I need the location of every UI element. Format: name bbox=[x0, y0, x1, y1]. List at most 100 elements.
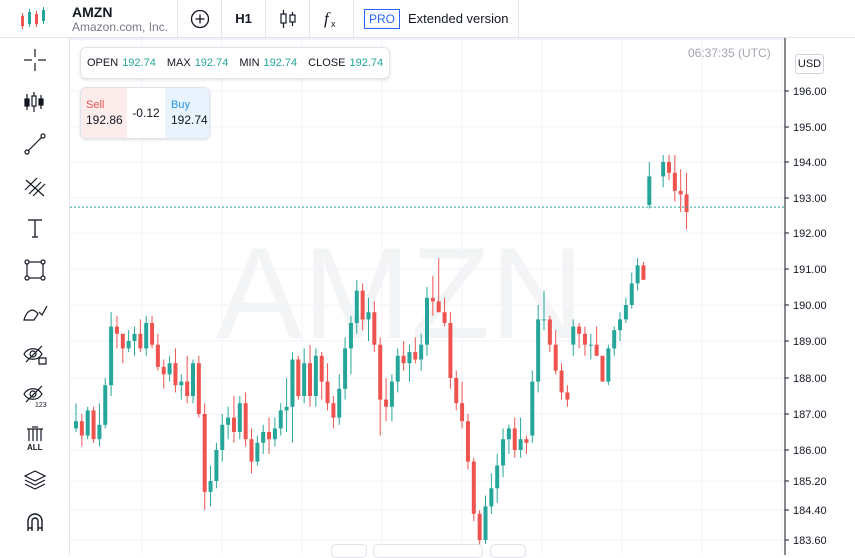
scroll-right-button[interactable] bbox=[490, 544, 526, 558]
candle-body bbox=[97, 424, 102, 440]
price-axis[interactable]: 196.00 195.00 194.00 193.00 192.00 191.00 190.… bbox=[784, 38, 855, 555]
candle-body bbox=[483, 506, 488, 540]
zoom-controls[interactable] bbox=[373, 544, 483, 558]
text-icon bbox=[28, 219, 42, 238]
candle-body bbox=[313, 355, 318, 396]
currency-button[interactable]: USD bbox=[795, 54, 824, 74]
open-value: 192.74 bbox=[122, 57, 156, 69]
brush-tool[interactable] bbox=[0, 291, 70, 333]
add-symbol-button[interactable] bbox=[178, 0, 222, 37]
candle-body bbox=[208, 481, 213, 492]
candle-body bbox=[518, 439, 523, 450]
candle-body bbox=[272, 428, 277, 440]
candle-body bbox=[191, 363, 195, 396]
candle-body bbox=[138, 333, 143, 349]
price-tick-label: 195.00 bbox=[793, 122, 827, 134]
hide-drawings-icon bbox=[23, 345, 47, 365]
candle-body bbox=[641, 265, 646, 280]
svg-text:f: f bbox=[324, 9, 331, 28]
price-tick-label: 185.20 bbox=[793, 476, 827, 488]
fib-tool[interactable] bbox=[0, 165, 70, 207]
remove-all-tool[interactable]: ALL bbox=[0, 417, 70, 459]
brush-icon bbox=[23, 305, 48, 321]
candle-body bbox=[401, 355, 406, 364]
pro-badge: PRO bbox=[364, 8, 401, 29]
candle-body bbox=[161, 366, 166, 375]
svg-text:x: x bbox=[331, 19, 336, 29]
chart-area[interactable]: AMZN 196.00 195.00 194.00 193.00 192.00 191.0… bbox=[70, 38, 855, 555]
candle-body bbox=[436, 301, 441, 313]
utc-clock: 06:37:35 (UTC) bbox=[688, 46, 771, 60]
symbol-search[interactable]: AMZN Amazon.com, Inc. bbox=[70, 0, 178, 37]
candle-body bbox=[167, 363, 172, 375]
candle-body bbox=[413, 352, 418, 360]
candle-body bbox=[600, 355, 605, 382]
price-tick-label: 193.00 bbox=[793, 193, 827, 205]
rectangle-tool[interactable] bbox=[0, 249, 70, 291]
candle-body bbox=[553, 344, 558, 371]
candle-body bbox=[489, 488, 494, 507]
candle-body bbox=[407, 352, 412, 364]
candle-body bbox=[231, 417, 236, 432]
scroll-left-button[interactable] bbox=[331, 544, 367, 558]
candle-body bbox=[536, 319, 541, 382]
candle-body bbox=[635, 265, 640, 284]
candle-body bbox=[419, 344, 424, 360]
candle-body bbox=[448, 323, 453, 378]
candle-body bbox=[331, 403, 336, 418]
candle-body bbox=[155, 344, 160, 367]
candle-body bbox=[348, 323, 353, 349]
symbol-name: AMZN bbox=[72, 3, 113, 20]
logo-candles-icon bbox=[0, 0, 70, 37]
price-tick-label: 194.00 bbox=[793, 157, 827, 169]
candle-body bbox=[302, 363, 307, 396]
candle-body bbox=[109, 326, 114, 386]
text-tool[interactable] bbox=[0, 207, 70, 249]
candle-body bbox=[667, 162, 671, 173]
candle-body bbox=[530, 381, 535, 436]
candle-body bbox=[196, 363, 201, 414]
candle-body bbox=[629, 283, 634, 305]
magnet-tool[interactable] bbox=[0, 501, 70, 543]
candle-body bbox=[214, 450, 219, 481]
candle-body bbox=[114, 326, 119, 334]
candle-type-icon bbox=[279, 9, 296, 28]
hide-indicators-tool[interactable]: 123 bbox=[0, 375, 70, 417]
candle-body bbox=[220, 424, 225, 450]
candle-body bbox=[672, 172, 677, 191]
hide-drawings-tool[interactable] bbox=[0, 333, 70, 375]
candle-body bbox=[465, 421, 470, 462]
price-chart[interactable]: AMZN 196.00 195.00 194.00 193.00 192.00 191.0… bbox=[70, 38, 855, 555]
layers-tool[interactable] bbox=[0, 459, 70, 501]
candle-body bbox=[559, 370, 564, 393]
trend-line-tool[interactable] bbox=[0, 123, 70, 165]
price-tick-label: 190.00 bbox=[793, 300, 827, 312]
candle-body bbox=[606, 348, 611, 382]
watermark: AMZN bbox=[216, 220, 584, 366]
candle-type-button[interactable] bbox=[266, 0, 310, 37]
candle-body bbox=[565, 392, 570, 400]
timeframe-button[interactable]: H1 bbox=[222, 0, 266, 37]
price-tick-label: 189.00 bbox=[793, 336, 827, 348]
candle-body bbox=[378, 344, 383, 400]
candle-body bbox=[623, 305, 628, 320]
candle-body bbox=[577, 326, 582, 334]
min-label: MIN bbox=[239, 57, 260, 69]
extended-version-button[interactable]: PRO Extended version bbox=[354, 0, 520, 37]
candles-settings-icon bbox=[24, 92, 44, 112]
hide-indicators-label: 123 bbox=[35, 402, 47, 408]
candle-body bbox=[202, 414, 207, 492]
candle-body bbox=[237, 403, 242, 432]
candle-body bbox=[290, 359, 295, 407]
crosshair-tool[interactable] bbox=[0, 39, 70, 81]
close-label: CLOSE bbox=[308, 57, 346, 69]
max-label: MAX bbox=[166, 57, 191, 69]
candle-body bbox=[85, 410, 90, 436]
sell-button[interactable]: Sell 192.86 bbox=[81, 88, 127, 138]
buy-button[interactable]: Buy 192.74 bbox=[165, 88, 209, 138]
candle-body bbox=[337, 388, 342, 418]
candle-body bbox=[582, 333, 587, 345]
candles-settings-tool[interactable] bbox=[0, 81, 70, 123]
